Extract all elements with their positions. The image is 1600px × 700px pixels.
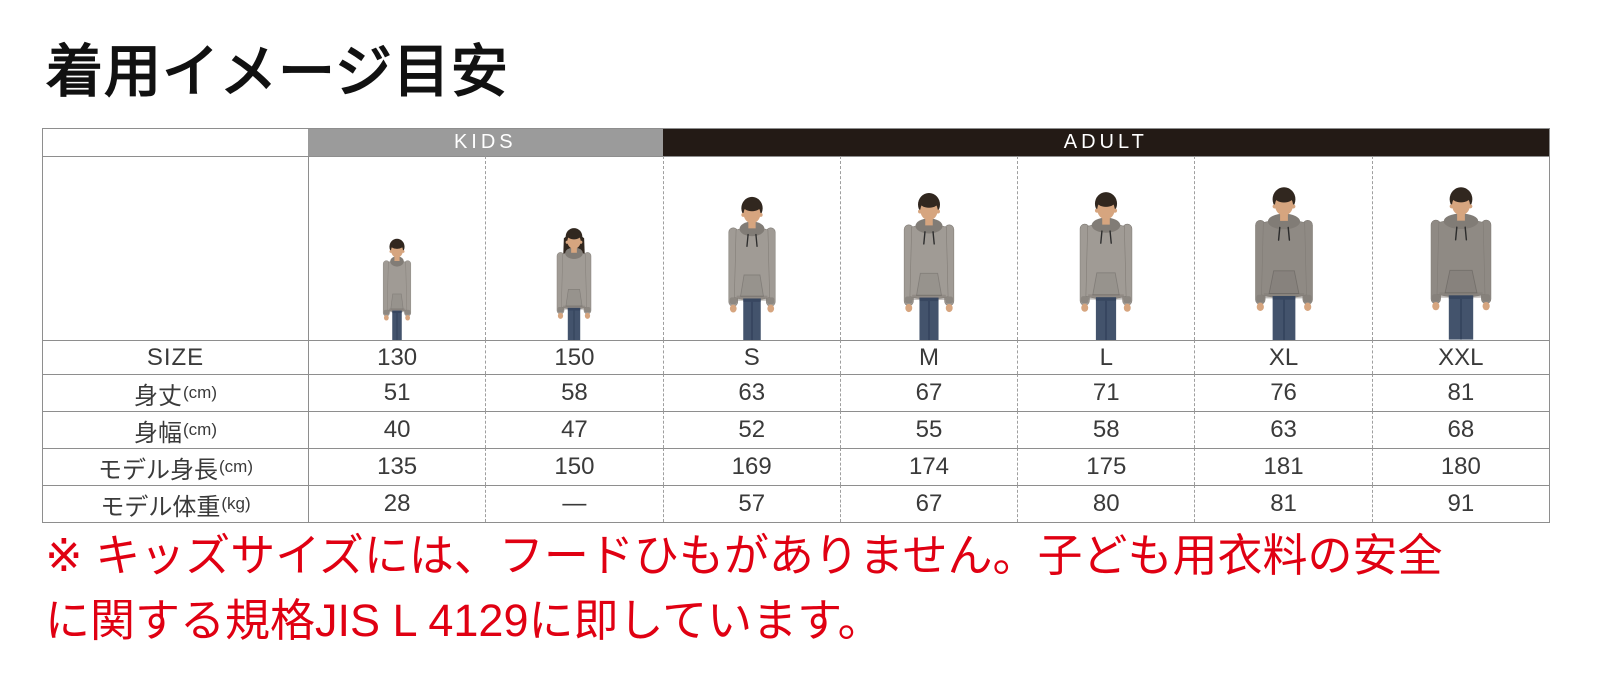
model-figure (1066, 188, 1147, 340)
row-label-model-weight-unit: (kg) (221, 494, 251, 513)
kids-group-header: KIDS (308, 129, 663, 156)
model-photo-l (1017, 156, 1195, 340)
model-weight-value-l: 80 (1017, 485, 1195, 522)
model-photo-s (662, 156, 840, 340)
person-illustration (383, 238, 412, 340)
model-photo-xl (1194, 156, 1372, 341)
person-illustration (557, 227, 592, 340)
length-value-150: 58 (485, 374, 663, 411)
model-weight-value-130: 28 (308, 485, 486, 522)
model-figure (1419, 183, 1503, 340)
person-illustration (1430, 187, 1492, 340)
size-value-xl: XL (1194, 340, 1372, 374)
person-illustration (1254, 186, 1313, 340)
model-height-value-xxl: 180 (1371, 448, 1549, 485)
size-table: KIDS ADULT SIZE 130 150 S M L XL XXL 身丈(… (42, 128, 1550, 523)
kids-safety-note: ※ キッズサイズには、フードひもがありません。子ども用衣料の安全 に関する規格J… (45, 524, 1555, 654)
size-value-xxl: XXL (1371, 340, 1549, 374)
photo-row-label-cell (43, 156, 308, 340)
size-value-m: M (839, 340, 1018, 374)
length-value-xl: 76 (1194, 374, 1372, 411)
model-figure (369, 236, 425, 340)
model-photo-130 (308, 156, 486, 340)
adult-group-header: ADULT (662, 129, 1549, 156)
row-label-model-weight: モデル体重 (kg) (43, 485, 308, 522)
person-illustration (728, 196, 776, 340)
row-label-model-height-unit: (cm) (219, 457, 253, 476)
row-label-length-text: 身丈 (134, 382, 182, 410)
row-label-length: 身丈 (cm) (43, 374, 308, 411)
row-label-width-text: 身幅 (134, 419, 182, 447)
model-weight-value-s: 57 (662, 485, 840, 522)
model-figure (712, 193, 791, 340)
size-value-150: 150 (485, 340, 663, 374)
model-height-value-150: 150 (485, 448, 663, 485)
length-value-130: 51 (308, 374, 486, 411)
model-height-value-xl: 181 (1194, 448, 1372, 485)
length-value-s: 63 (662, 374, 840, 411)
page-title: 着用イメージ目安 (46, 40, 509, 104)
length-value-l: 71 (1017, 374, 1195, 411)
length-value-xxl: 81 (1371, 374, 1549, 411)
person-illustration (1080, 191, 1133, 340)
width-value-m: 55 (839, 411, 1018, 448)
size-value-130: 130 (308, 340, 486, 374)
model-photo-xxl (1371, 156, 1549, 340)
model-figure (544, 225, 606, 341)
model-height-value-s: 169 (662, 448, 840, 485)
model-figure (889, 189, 970, 340)
row-label-model-height: モデル身長 (cm) (43, 448, 308, 485)
width-value-xxl: 68 (1371, 411, 1549, 448)
row-label-width-unit: (cm) (183, 420, 217, 439)
row-label-size: SIZE (43, 340, 308, 374)
model-weight-value-m: 67 (839, 485, 1018, 522)
length-value-m: 67 (839, 374, 1018, 411)
corner-cell (43, 129, 308, 156)
row-label-model-weight-text: モデル体重 (100, 493, 221, 521)
model-photo-m (839, 156, 1018, 340)
model-weight-value-150: — (485, 485, 663, 522)
model-height-value-m: 174 (839, 448, 1018, 485)
row-label-model-height-text: モデル身長 (98, 456, 218, 484)
model-weight-value-xxl: 91 (1371, 485, 1549, 522)
size-value-s: S (662, 340, 840, 374)
model-figure (1241, 183, 1325, 341)
width-value-150: 47 (485, 411, 663, 448)
person-illustration (903, 192, 955, 340)
model-weight-value-xl: 81 (1194, 485, 1372, 522)
width-value-xl: 63 (1194, 411, 1372, 448)
width-value-130: 40 (308, 411, 486, 448)
kids-safety-note-line1: ※ キッズサイズには、フードひもがありません。子ども用衣料の安全 (45, 530, 1443, 581)
size-value-l: L (1017, 340, 1195, 374)
model-height-value-130: 135 (308, 448, 486, 485)
model-photo-150 (485, 156, 663, 341)
width-value-l: 58 (1017, 411, 1195, 448)
model-height-value-l: 175 (1017, 448, 1195, 485)
row-label-length-unit: (cm) (183, 383, 217, 402)
width-value-s: 52 (662, 411, 840, 448)
row-label-width: 身幅 (cm) (43, 411, 308, 448)
kids-safety-note-line2: に関する規格JIS L 4129に即しています。 (45, 594, 883, 646)
